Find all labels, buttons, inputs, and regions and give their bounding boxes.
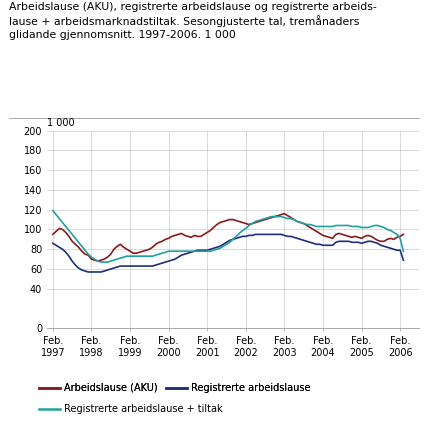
Legend: Registrerte arbeidslause + tiltak: Registrerte arbeidslause + tiltak <box>39 404 223 414</box>
Legend: Arbeidslause (AKU), Registrerte arbeidslause: Arbeidslause (AKU), Registrerte arbeidsl… <box>39 383 311 393</box>
Text: Arbeidslause (AKU), registrerte arbeidslause og registrerte arbeids-
lause + arb: Arbeidslause (AKU), registrerte arbeidsl… <box>9 2 376 40</box>
Text: 1 000: 1 000 <box>47 118 75 128</box>
